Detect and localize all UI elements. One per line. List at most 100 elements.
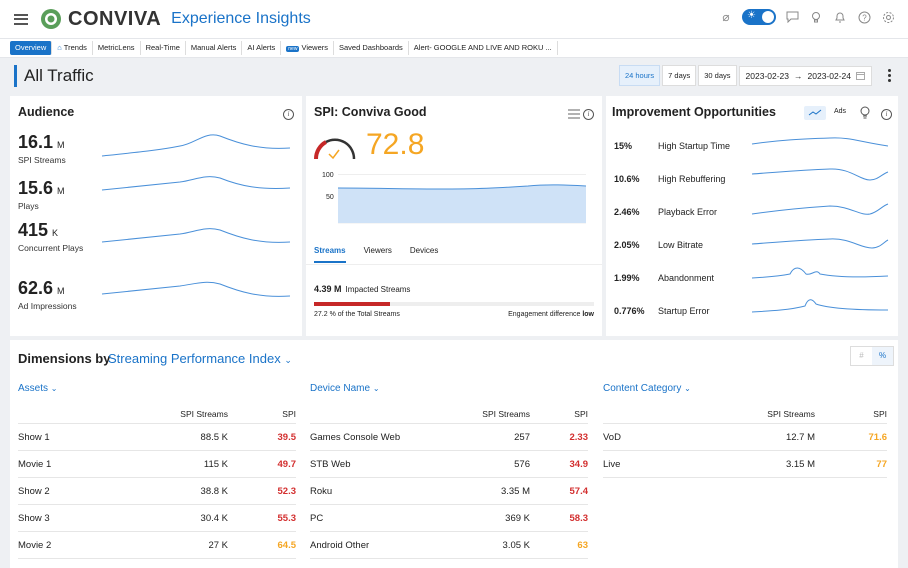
date-range-picker[interactable]: 2023-02-23 → 2023-02-24 <box>738 65 872 86</box>
tab-real-time[interactable]: Real-Time <box>141 41 186 55</box>
tab-label: Overview <box>15 43 47 52</box>
metric-value: 62.6 <box>18 278 54 298</box>
spi-column-header[interactable]: SPI <box>873 409 887 419</box>
spi-streams-column-header[interactable]: SPI Streams <box>180 409 228 419</box>
tab-label: Viewers <box>301 43 328 52</box>
row-spi-streams: 3.35 M <box>500 485 530 497</box>
table-row[interactable]: Show 1 88.5 K 39.5 <box>18 424 296 451</box>
date-arrow: → <box>794 70 803 81</box>
tab-label: Real-Time <box>145 43 180 52</box>
dimensions-title: Dimensions by <box>18 351 111 366</box>
tab-manual-alerts[interactable]: Manual Alerts <box>186 41 243 55</box>
count-format-button[interactable]: # <box>859 351 864 360</box>
opportunity-startup-error[interactable]: 0.776% Startup Error <box>614 302 890 320</box>
metric-unit: M <box>57 140 65 150</box>
engagement-label: Engagement difference <box>508 311 581 318</box>
row-name: Roku <box>310 485 333 497</box>
tab-metriclens[interactable]: MetricLens <box>93 41 141 55</box>
calendar-icon <box>856 72 865 80</box>
spi-streams-column-header[interactable]: SPI Streams <box>482 409 530 419</box>
impacted-progress-bar <box>314 302 594 306</box>
tab-viewers[interactable]: new Viewers <box>281 41 334 55</box>
table-row[interactable]: Movie 1 115 K 49.7 <box>18 451 296 478</box>
table-header: SPI Streams SPI <box>18 405 296 424</box>
tab-ai-alerts[interactable]: AI Alerts <box>242 41 282 55</box>
table-row[interactable]: Games Console Web 257 2.33 <box>310 424 588 451</box>
date-start: 2023-02-23 <box>745 70 790 81</box>
more-options-icon[interactable] <box>884 69 894 82</box>
opportunity-label: High Rebuffering <box>658 174 726 184</box>
time-30-days-button[interactable]: 30 days <box>698 65 737 86</box>
tab-saved-dashboards[interactable]: Saved Dashboards <box>334 41 409 55</box>
device-dimension-selector[interactable]: Device Name ⌄ <box>310 383 588 405</box>
ads-toggle[interactable]: Ads <box>834 108 847 115</box>
spi-tab-devices[interactable]: Devices <box>409 246 439 255</box>
tab-label: Manual Alerts <box>190 43 237 52</box>
spi-streams-column-header[interactable]: SPI Streams <box>767 409 815 419</box>
row-name: Movie 2 <box>18 539 52 551</box>
axis-label-50: 50 <box>326 194 334 201</box>
page-header: All Traffic 24 hours 7 days 30 days 2023… <box>10 62 898 90</box>
opportunity-pct: 2.05% <box>614 240 640 250</box>
spi-column-header[interactable]: SPI <box>574 409 588 419</box>
list-filter-icon[interactable] <box>568 109 580 119</box>
table-row[interactable]: Show 3 30.4 K 55.3 <box>18 505 296 532</box>
row-spi-streams: 38.8 K <box>200 485 228 497</box>
opportunity-abandonment[interactable]: 1.99% Abandonment <box>614 269 890 287</box>
info-icon[interactable]: i <box>583 109 594 120</box>
spi-column-header[interactable]: SPI <box>282 409 296 419</box>
table-row[interactable]: Movie 2 27 K 64.5 <box>18 532 296 559</box>
chevron-down-icon: ⌄ <box>372 384 380 393</box>
row-name: Show 1 <box>18 431 50 443</box>
sun-icon: ☀ <box>747 10 756 21</box>
tab-trends[interactable]: ⌂ Trends <box>52 41 93 55</box>
spi-value: 72.8 <box>366 128 425 161</box>
metric-unit: M <box>57 186 65 196</box>
table-row[interactable]: Live 3.15 M 77 <box>603 451 887 478</box>
table-row[interactable]: Show 2 38.8 K 52.3 <box>18 478 296 505</box>
time-24-hours-button[interactable]: 24 hours <box>618 65 661 86</box>
assets-dimension-selector[interactable]: Assets ⌄ <box>18 383 296 405</box>
dimension-metric-selector[interactable]: Streaming Performance Index ⌄ <box>108 351 292 366</box>
sparkline-concurrent-plays <box>101 228 291 243</box>
edit-off-icon[interactable]: ⌀ <box>722 10 730 24</box>
lightbulb-icon[interactable] <box>808 9 824 25</box>
info-icon[interactable]: i <box>881 109 892 120</box>
table-row[interactable]: STB Web 576 34.9 <box>310 451 588 478</box>
percent-format-button[interactable]: % <box>872 347 893 365</box>
content-category-dimension-selector[interactable]: Content Category ⌄ <box>603 383 887 405</box>
chat-icon[interactable] <box>784 9 800 25</box>
opportunity-label: Playback Error <box>658 207 718 217</box>
row-spi-value: 58.3 <box>569 512 589 524</box>
opportunity-pct: 15% <box>614 141 633 151</box>
time-range-controls: 24 hours 7 days 30 days 2023-02-23 → 202… <box>618 65 872 86</box>
info-icon[interactable]: i <box>283 109 294 120</box>
menu-icon[interactable] <box>14 13 28 25</box>
opportunity-playback-error[interactable]: 2.46% Playback Error <box>614 203 890 221</box>
table-row[interactable]: Roku 3.35 M 57.4 <box>310 478 588 505</box>
metric-unit: M <box>57 286 65 296</box>
table-row[interactable]: PC 369 K 58.3 <box>310 505 588 532</box>
spi-tab-streams[interactable]: Streams <box>314 246 346 263</box>
settings-gear-icon[interactable] <box>880 9 896 25</box>
trend-view-button[interactable] <box>804 106 826 120</box>
opportunity-high-startup-time[interactable]: 15% High Startup Time <box>614 137 890 155</box>
lightbulb-icon[interactable] <box>859 106 871 120</box>
table-row[interactable]: Android Other 3.05 K 63 <box>310 532 588 559</box>
theme-toggle[interactable]: ☀ <box>742 9 776 25</box>
metric-value: 16.1 <box>18 132 54 152</box>
opportunity-high-rebuffering[interactable]: 10.6% High Rebuffering <box>614 170 890 188</box>
top-icons: ⌀ ☀ ? <box>718 9 896 25</box>
time-7-days-button[interactable]: 7 days <box>662 65 697 86</box>
bell-icon[interactable] <box>832 9 848 25</box>
tab-overview[interactable]: Overview <box>10 41 53 55</box>
table-row[interactable]: VoD 12.7 M 71.6 <box>603 424 887 451</box>
opportunity-pct: 2.46% <box>614 207 640 217</box>
brand-logo[interactable]: CONVIVA <box>40 8 161 31</box>
row-spi-streams: 3.15 M <box>785 458 815 470</box>
tab-alert-google[interactable]: Alert- GOOGLE AND LIVE AND ROKU ... <box>409 41 558 55</box>
opportunity-low-bitrate[interactable]: 2.05% Low Bitrate <box>614 236 890 254</box>
help-icon[interactable]: ? <box>856 9 872 25</box>
row-spi-value: 55.3 <box>277 512 297 524</box>
spi-tab-viewers[interactable]: Viewers <box>363 246 392 255</box>
